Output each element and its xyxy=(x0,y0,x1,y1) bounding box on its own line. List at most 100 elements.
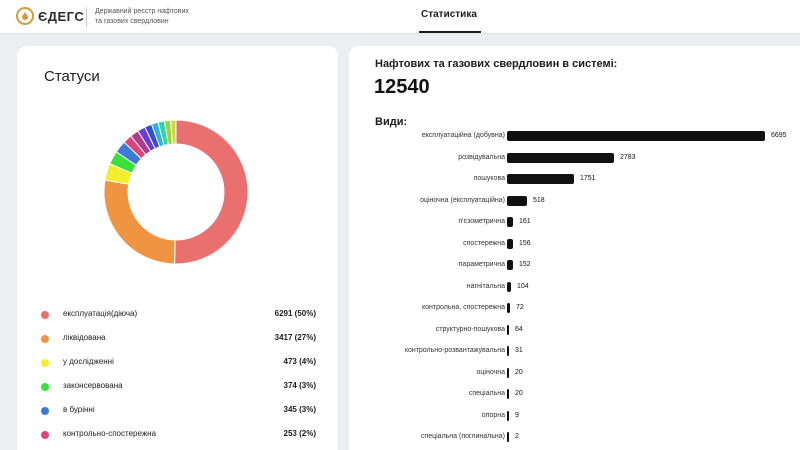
legend-label: в бурінні xyxy=(63,405,95,414)
legend-label: законсервована xyxy=(63,381,123,390)
tab-statistics[interactable]: Статистика xyxy=(421,9,477,20)
legend-label: експлуатація(діюча) xyxy=(63,309,138,318)
bar-value-label: 2 xyxy=(515,433,519,440)
bar-label: розвідувальна xyxy=(458,153,505,161)
bar-label: опорна xyxy=(481,411,505,419)
active-tab-indicator xyxy=(419,31,481,33)
bar-row: п'єзометрична 161 xyxy=(349,216,800,230)
bar-value-label: 518 xyxy=(533,196,545,204)
bar-row: параметрична 152 xyxy=(349,259,800,273)
bar-label: експлуатаційна (добувна) xyxy=(421,132,505,139)
legend-item[interactable]: законсервована 374 (3%) xyxy=(17,380,338,394)
bar[interactable] xyxy=(507,389,509,399)
bar-row: контрольна, спостережна 72 xyxy=(349,302,800,316)
bar-value-label: 9 xyxy=(515,411,519,419)
bar-label: пошукова xyxy=(473,175,505,182)
bar-label: спостережна xyxy=(463,239,505,247)
bar-row: нагнітальна 104 xyxy=(349,281,800,295)
bar-value-label: 152 xyxy=(519,261,531,268)
bar-label: оціночна xyxy=(476,368,505,376)
bar-value-label: 64 xyxy=(515,325,523,333)
legend-value: 3417 (27%) xyxy=(274,333,316,342)
statuses-title: Статуси xyxy=(44,68,100,85)
bar-label: контрольно-розвантажувальна xyxy=(404,347,505,354)
bar-row: спостережна 156 xyxy=(349,238,800,252)
bar-row: оціночна 20 xyxy=(349,367,800,381)
bar-value-label: 161 xyxy=(519,218,531,225)
bar-label: оціночна (експлуатаційна) xyxy=(420,196,505,204)
legend-value: 345 (3%) xyxy=(283,405,316,414)
bar-label: контрольна, спостережна xyxy=(422,304,505,311)
bar-label: спеціальна (поглинальна) xyxy=(420,433,505,440)
bar-value-label: 1751 xyxy=(580,175,596,182)
donut-slice[interactable] xyxy=(174,119,249,265)
bar-label: структурно-пошукова xyxy=(435,325,505,333)
legend-label: контрольно-спостережна xyxy=(63,429,157,438)
bar-row: спеціальна 20 xyxy=(349,388,800,402)
legend-label: у дослідженні xyxy=(63,357,114,366)
subtitle-line-2: та газових свердловин xyxy=(95,18,169,25)
bar-row: опорна 9 xyxy=(349,410,800,424)
bar[interactable] xyxy=(507,346,509,356)
bar-row: експлуатаційна (добувна) 6695 xyxy=(349,130,800,144)
bar-value-label: 20 xyxy=(515,390,523,397)
bar-value-label: 72 xyxy=(516,304,524,311)
subtitle-line-1: Державний реєстр нафтових xyxy=(95,8,189,15)
bar-value-label: 31 xyxy=(515,347,523,354)
top-header: ЄДЕГС Державний реєстр нафтових та газов… xyxy=(0,0,800,34)
bar-row: контрольно-розвантажувальна 31 xyxy=(349,345,800,359)
bar-label: параметрична xyxy=(458,261,505,268)
legend-value: 374 (3%) xyxy=(283,381,316,390)
bar-label: спеціальна xyxy=(468,390,505,397)
legend-color-dot xyxy=(41,335,49,343)
bar-value-label: 104 xyxy=(517,282,529,290)
bar-row: розвідувальна 2783 xyxy=(349,152,800,166)
total-wells-label: Нафтових та газових свердловин в системі… xyxy=(375,58,618,70)
legend-color-dot xyxy=(41,383,49,391)
bar[interactable] xyxy=(507,152,614,163)
legend-item[interactable]: контрольно-спостережна 253 (2%) xyxy=(17,428,338,442)
legend-value: 6291 (50%) xyxy=(274,309,316,318)
bar[interactable] xyxy=(507,281,511,292)
legend-item[interactable]: у дослідженні 473 (4%) xyxy=(17,356,338,370)
bar[interactable] xyxy=(507,367,509,378)
bar-value-label: 156 xyxy=(519,239,531,247)
bar[interactable] xyxy=(507,195,527,206)
types-card: Нафтових та газових свердловин в системі… xyxy=(349,46,800,450)
bar-value-label: 20 xyxy=(515,368,523,376)
total-wells-value: 12540 xyxy=(374,76,430,98)
bar[interactable] xyxy=(507,238,513,249)
bar[interactable] xyxy=(507,260,513,270)
statuses-card: Статуси експлуатація(діюча) 6291 (50%) лік… xyxy=(17,46,338,450)
legend-item[interactable]: ліквідована 3417 (27%) xyxy=(17,332,338,346)
logo-text: ЄДЕГС xyxy=(38,8,85,24)
legend-color-dot xyxy=(41,359,49,367)
statuses-donut-chart xyxy=(103,119,249,265)
bar[interactable] xyxy=(507,217,513,227)
bar-value-label: 2783 xyxy=(620,153,636,161)
bar-label: п'єзометрична xyxy=(458,218,505,225)
donut-slice[interactable] xyxy=(170,119,177,145)
bar-value-label: 6695 xyxy=(771,132,787,139)
bar-row: спеціальна (поглинальна) 2 xyxy=(349,431,800,445)
legend-color-dot xyxy=(41,407,49,415)
bar[interactable] xyxy=(507,432,509,442)
bar-row: структурно-пошукова 64 xyxy=(349,324,800,338)
bar[interactable] xyxy=(507,131,765,141)
legend-color-dot xyxy=(41,311,49,319)
bar-row: пошукова 1751 xyxy=(349,173,800,187)
bar[interactable] xyxy=(507,324,509,335)
bar[interactable] xyxy=(507,410,509,421)
legend-label: ліквідована xyxy=(63,333,106,342)
types-title: Види: xyxy=(375,116,408,128)
legend-item[interactable]: в бурінні 345 (3%) xyxy=(17,404,338,418)
bar-label: нагнітальна xyxy=(466,282,505,290)
oil-drop-icon xyxy=(16,7,34,25)
bar-row: оціночна (експлуатаційна) 518 xyxy=(349,195,800,209)
donut-slice[interactable] xyxy=(103,179,176,265)
legend-value: 253 (2%) xyxy=(283,429,316,438)
bar[interactable] xyxy=(507,174,574,184)
logo[interactable]: ЄДЕГС xyxy=(16,7,84,25)
bar[interactable] xyxy=(507,303,510,313)
legend-item[interactable]: експлуатація(діюча) 6291 (50%) xyxy=(17,308,338,322)
